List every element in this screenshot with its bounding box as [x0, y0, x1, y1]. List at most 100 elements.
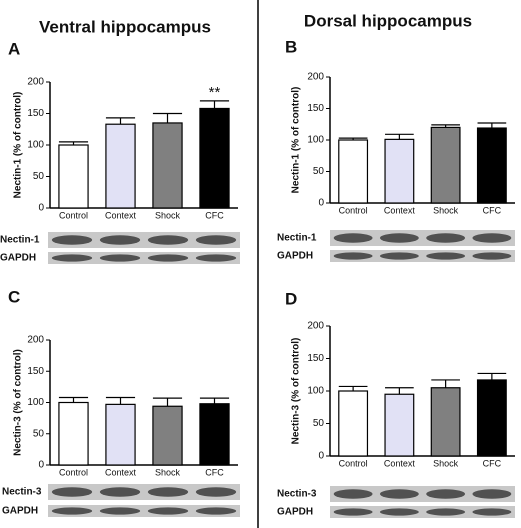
blot-label: Nectin-3 — [277, 489, 317, 500]
y-tick-label: 100 — [27, 140, 44, 151]
blot-band — [99, 507, 141, 515]
blot-band — [333, 489, 373, 499]
bar — [384, 138, 415, 204]
x-tick-label: Shock — [155, 210, 181, 220]
x-tick-label: CFC — [483, 458, 502, 468]
blot-band — [472, 508, 512, 516]
blot-band — [51, 235, 93, 245]
x-tick-label: Context — [384, 205, 416, 215]
blot-label: GAPDH — [2, 506, 38, 517]
blot-strip — [48, 505, 240, 517]
y-tick-label: 150 — [307, 353, 324, 364]
blot-band — [195, 254, 237, 262]
blot-strip — [330, 486, 515, 502]
bar — [105, 403, 136, 466]
y-tick-label: 50 — [313, 166, 325, 177]
blot-band — [472, 489, 512, 499]
bar — [430, 126, 461, 204]
blot-band — [333, 233, 373, 243]
y-tick-label: 50 — [33, 428, 45, 439]
header: Ventral hippocampus — [39, 17, 211, 36]
blot-strip — [330, 250, 515, 262]
blot-band — [472, 252, 512, 260]
bar — [476, 127, 507, 204]
blot-strip — [330, 506, 515, 518]
blot-strip — [48, 232, 240, 248]
y-tick-label: 150 — [307, 103, 324, 114]
y-axis-label: Nectin-1 (% of control) — [13, 92, 24, 199]
blot-band — [426, 489, 466, 499]
x-tick-label: Context — [384, 458, 416, 468]
bar — [338, 139, 369, 204]
blot-band — [99, 487, 141, 497]
blot-band — [379, 508, 419, 516]
y-tick-label: 100 — [307, 135, 324, 146]
y-axis-label: Nectin-1 (% of control) — [291, 87, 302, 194]
x-tick-label: Control — [59, 467, 88, 477]
y-tick-label: 200 — [27, 335, 44, 346]
blot-strip — [48, 252, 240, 264]
bar — [58, 401, 89, 466]
blot-band — [51, 487, 93, 497]
x-tick-label: CFC — [205, 210, 224, 220]
blot-band — [426, 508, 466, 516]
bar — [384, 393, 415, 457]
bar — [152, 405, 183, 466]
y-axis-label: Nectin-3 (% of control) — [13, 349, 24, 456]
x-tick-label: Control — [339, 458, 368, 468]
bar — [199, 403, 230, 466]
blot-band — [147, 487, 189, 497]
blot-label: GAPDH — [277, 507, 313, 518]
bar — [430, 387, 461, 457]
blot-band — [379, 489, 419, 499]
y-tick-label: 150 — [27, 366, 44, 377]
x-tick-label: CFC — [205, 467, 224, 477]
panel-label: B — [285, 37, 297, 56]
y-tick-label: 50 — [313, 418, 325, 429]
blot-band — [147, 507, 189, 515]
y-tick-label: 0 — [318, 198, 324, 209]
blot-band — [51, 254, 93, 262]
y-tick-label: 0 — [38, 203, 44, 214]
x-tick-label: Control — [339, 205, 368, 215]
header: Dorsal hippocampus — [304, 11, 472, 30]
y-tick-label: 0 — [318, 451, 324, 462]
bar — [338, 390, 369, 457]
x-tick-label: CFC — [483, 205, 502, 215]
bar — [476, 379, 507, 457]
y-tick-label: 0 — [38, 460, 44, 471]
y-axis-label: Nectin-3 (% of control) — [291, 338, 302, 445]
panel-label: A — [8, 39, 20, 58]
blot-label: GAPDH — [277, 251, 313, 262]
bar — [199, 107, 230, 209]
blot-band — [195, 235, 237, 245]
blot-band — [99, 235, 141, 245]
blot-band — [472, 233, 512, 243]
annotation: ** — [209, 84, 221, 101]
blot-strip — [48, 484, 240, 500]
blot-band — [195, 507, 237, 515]
blot-label: Nectin-1 — [0, 235, 40, 246]
blot-band — [147, 235, 189, 245]
blot-band — [379, 252, 419, 260]
x-tick-label: Shock — [433, 458, 459, 468]
x-tick-label: Shock — [155, 467, 181, 477]
blot-band — [333, 508, 373, 516]
blot-label: Nectin-1 — [277, 233, 317, 244]
blot-band — [99, 254, 141, 262]
blot-label: GAPDH — [0, 253, 36, 264]
x-tick-label: Context — [105, 467, 137, 477]
y-tick-label: 200 — [27, 77, 44, 88]
blot-band — [426, 252, 466, 260]
panel-label: C — [8, 287, 20, 306]
y-tick-label: 100 — [307, 386, 324, 397]
bar — [105, 123, 136, 209]
y-tick-label: 200 — [307, 72, 324, 83]
bar — [152, 122, 183, 209]
panel-label: D — [285, 289, 297, 308]
x-tick-label: Context — [105, 210, 137, 220]
y-tick-label: 50 — [33, 171, 45, 182]
blot-strip — [330, 230, 515, 246]
blot-band — [147, 254, 189, 262]
